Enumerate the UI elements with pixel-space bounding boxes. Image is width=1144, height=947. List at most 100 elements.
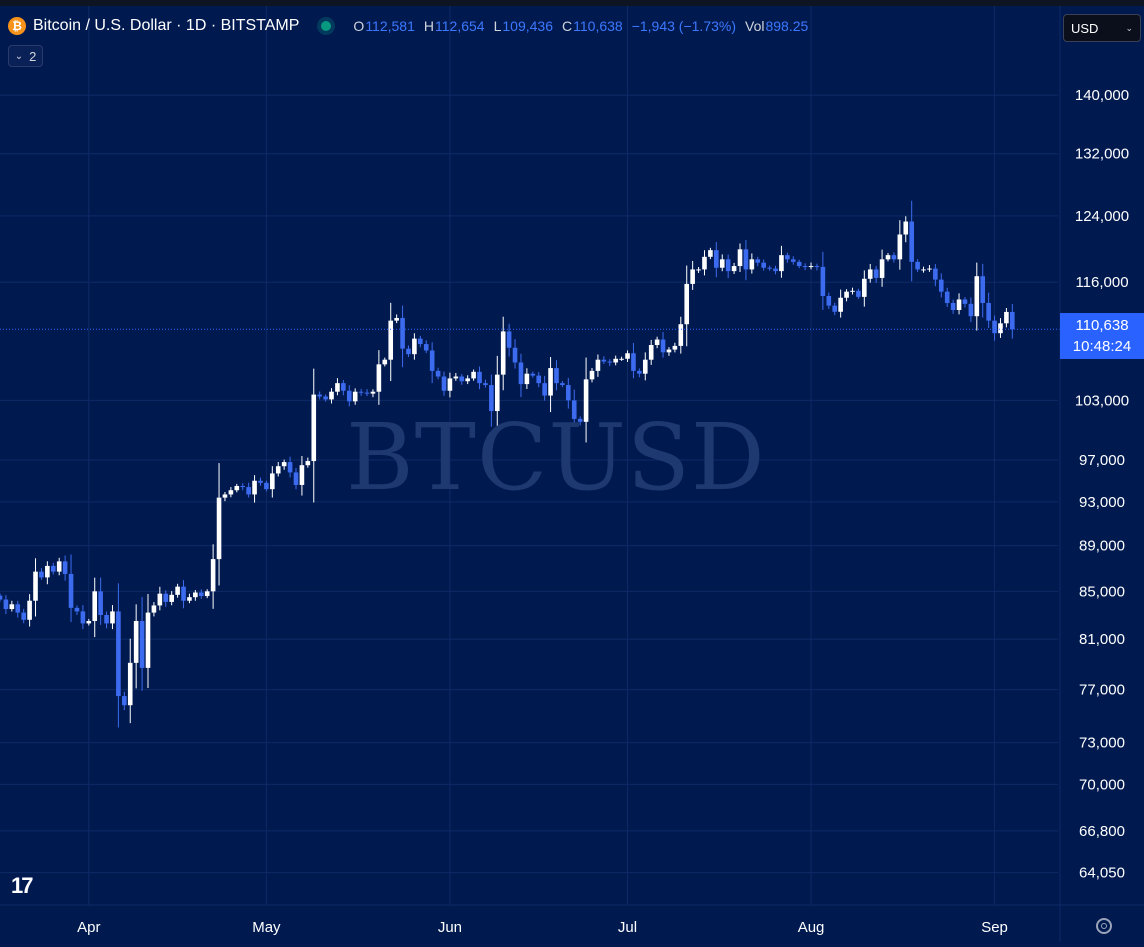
candle-up [494,374,500,412]
candle-down [637,370,642,374]
candle-down [21,612,26,620]
candle-down [122,696,127,706]
candle-down [317,394,322,397]
candle-up [737,249,743,267]
candle-up [252,480,257,495]
candle-up [696,269,701,271]
candle-down [62,561,68,574]
candle-up [45,565,50,578]
candle-up [86,621,92,624]
candle-down [938,279,944,292]
candle-up [169,594,174,602]
candle-up [27,600,32,620]
candle-up [678,324,684,346]
candle-down [944,291,950,303]
candle-up [370,391,376,394]
candle-up [885,255,891,260]
candle-up [844,291,849,298]
y-tick-label: 85,000 [1079,583,1125,600]
last-price-label: 110,638 10:48:24 [1060,313,1144,359]
ohlc-high-value: 112,654 [435,18,485,34]
candle-up [216,497,222,560]
candle-down [554,368,559,384]
candle-down [725,259,731,272]
candle-up [867,269,873,279]
candle-up [903,221,909,235]
candle-down [429,350,435,371]
candle-down [3,599,9,610]
candle-down [104,614,109,624]
candle-down [240,485,246,488]
candle-up [862,278,867,297]
candle-up [642,359,648,374]
candle-up [281,462,287,467]
x-tick-label: Jun [438,919,462,936]
candle-up [654,339,660,345]
ohlc-low-key: L [493,18,502,34]
candle-up [548,368,553,396]
ohlc-legend: O 112,581 H 112,654 L 109,436 C 110,638 … [353,18,817,34]
symbol-title[interactable]: Bitcoin / U.S. Dollar · 1D · BITSTAMP [33,17,300,34]
candle-up [589,370,595,380]
candle-down [773,268,778,272]
candle-down [790,259,796,262]
candle-up [879,259,885,278]
candle-down [358,391,364,393]
candle-up [666,349,672,353]
tradingview-logo-icon[interactable]: 17 [11,873,34,898]
y-tick-label: 132,000 [1075,146,1129,163]
candle-down [743,249,749,270]
ohlc-close-value: 110,638 [573,18,623,34]
ohlc-close-key: C [562,18,573,34]
candle-down [909,221,914,262]
candle-up [998,323,1003,334]
candle-up [92,591,98,622]
candle-up [619,358,624,360]
y-tick-label: 73,000 [1079,735,1125,752]
ohlc-open-key: O [353,18,365,34]
candle-down [518,362,524,385]
currency-select[interactable]: USD ⌄ [1063,14,1141,42]
candle-down [577,418,583,422]
candle-up [974,276,980,317]
candle-down [560,383,565,386]
candle-down [814,266,820,268]
candle-down [506,331,512,348]
candle-down [968,303,974,317]
y-tick-label: 64,050 [1079,865,1125,882]
candle-down [536,375,542,384]
candle-down [566,385,571,401]
candle-down [198,592,204,597]
x-tick-label: Jul [618,919,637,936]
indicators-collapse-button[interactable]: ⌄ 2 [8,45,43,67]
y-tick-label: 124,000 [1075,208,1129,225]
candle-up [500,331,506,375]
candle-up [808,266,814,268]
candle-up [175,586,180,595]
candle-down [423,344,429,351]
settings-gear-icon[interactable] [1096,918,1112,934]
candle-up [234,485,240,491]
candle-down [796,261,802,267]
candle-down [418,338,423,345]
candle-down [483,383,488,386]
candle-up [110,611,115,624]
candle-up [204,591,210,597]
candle-down [891,255,897,260]
candle-up [690,269,695,284]
candle-up [453,376,459,379]
candle-down [39,571,44,578]
market-status-icon[interactable] [321,21,332,31]
candle-up [719,259,725,268]
candle-down [406,348,411,355]
symbol-watermark: BTCUSD [346,404,766,511]
candle-down [915,261,920,270]
candle-up [838,297,843,312]
candle-down [341,383,346,391]
last-price-value: 110,638 [1075,317,1129,334]
candle-down [542,383,547,396]
x-tick-label: Sep [981,919,1008,936]
candle-up [157,593,163,606]
